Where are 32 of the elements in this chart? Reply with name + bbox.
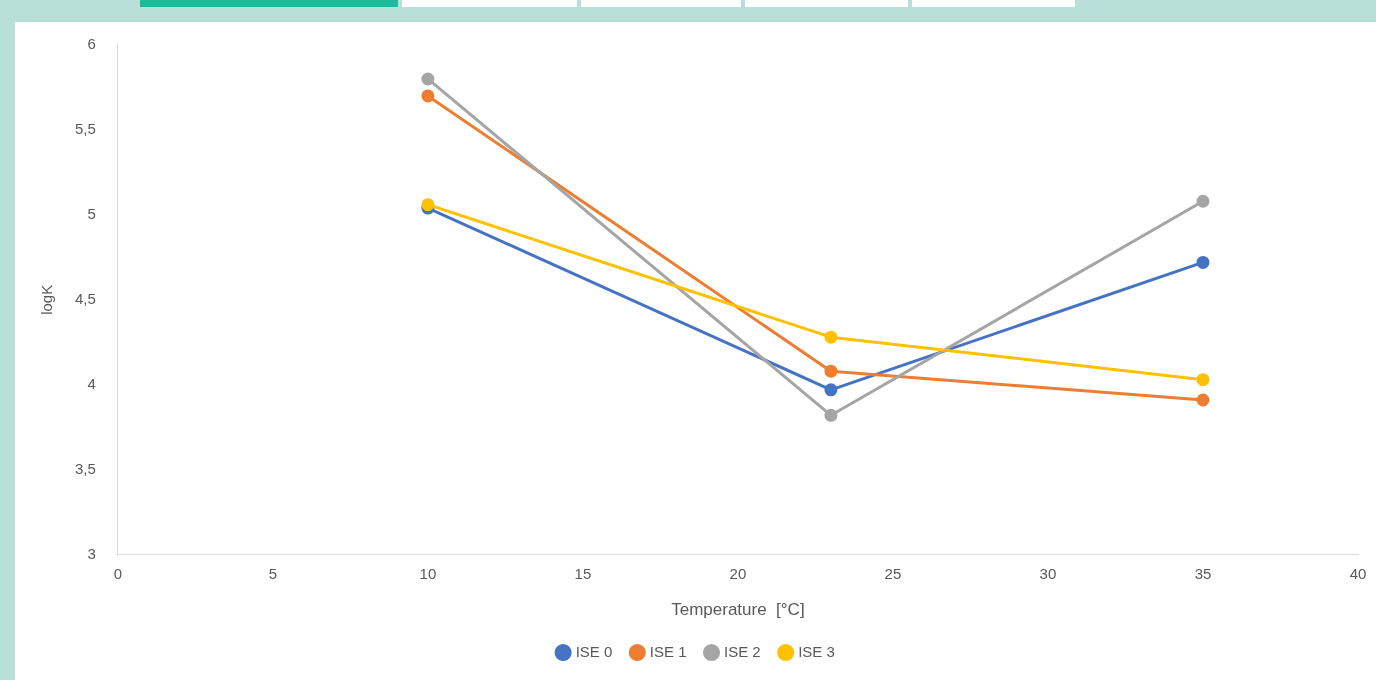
- point: [1196, 255, 1210, 269]
- point: [1196, 393, 1210, 407]
- legend-label: ISE 2: [724, 642, 761, 660]
- y-tick-label: 5,5: [74, 120, 96, 138]
- y-tick-label: 3,5: [74, 459, 96, 477]
- point: [1196, 373, 1210, 387]
- x-tick-label: 30: [1039, 564, 1057, 582]
- point: [824, 364, 838, 378]
- point: [824, 330, 838, 344]
- x-tick-label: 15: [574, 564, 592, 582]
- y-tick-label: 4,5: [74, 289, 96, 307]
- x-tick-label: 20: [729, 564, 747, 582]
- y-tick-label: 3: [87, 544, 96, 562]
- x-axis-title: Temperature [°C]: [671, 600, 805, 620]
- x-tick-label: 0: [113, 564, 123, 582]
- x-tick-label: 35: [1194, 564, 1212, 582]
- legend-label: ISE 3: [798, 642, 835, 660]
- y-tick-label: 4: [87, 374, 96, 392]
- legend-label: ISE 1: [649, 642, 687, 660]
- legend-label: ISE 0: [575, 642, 613, 660]
- x-tick-label: 40: [1349, 564, 1367, 582]
- x-tick-label: 5: [268, 564, 278, 582]
- y-tick-label: 5: [87, 205, 96, 223]
- point: [421, 72, 435, 86]
- y-tick-label: 6: [87, 35, 96, 53]
- x-tick-label: 25: [884, 564, 902, 582]
- point: [824, 383, 838, 397]
- point: [824, 408, 838, 422]
- x-tick-label: 10: [419, 564, 437, 582]
- point: [421, 89, 435, 103]
- y-axis-title: logK: [38, 284, 56, 315]
- point: [1196, 194, 1210, 208]
